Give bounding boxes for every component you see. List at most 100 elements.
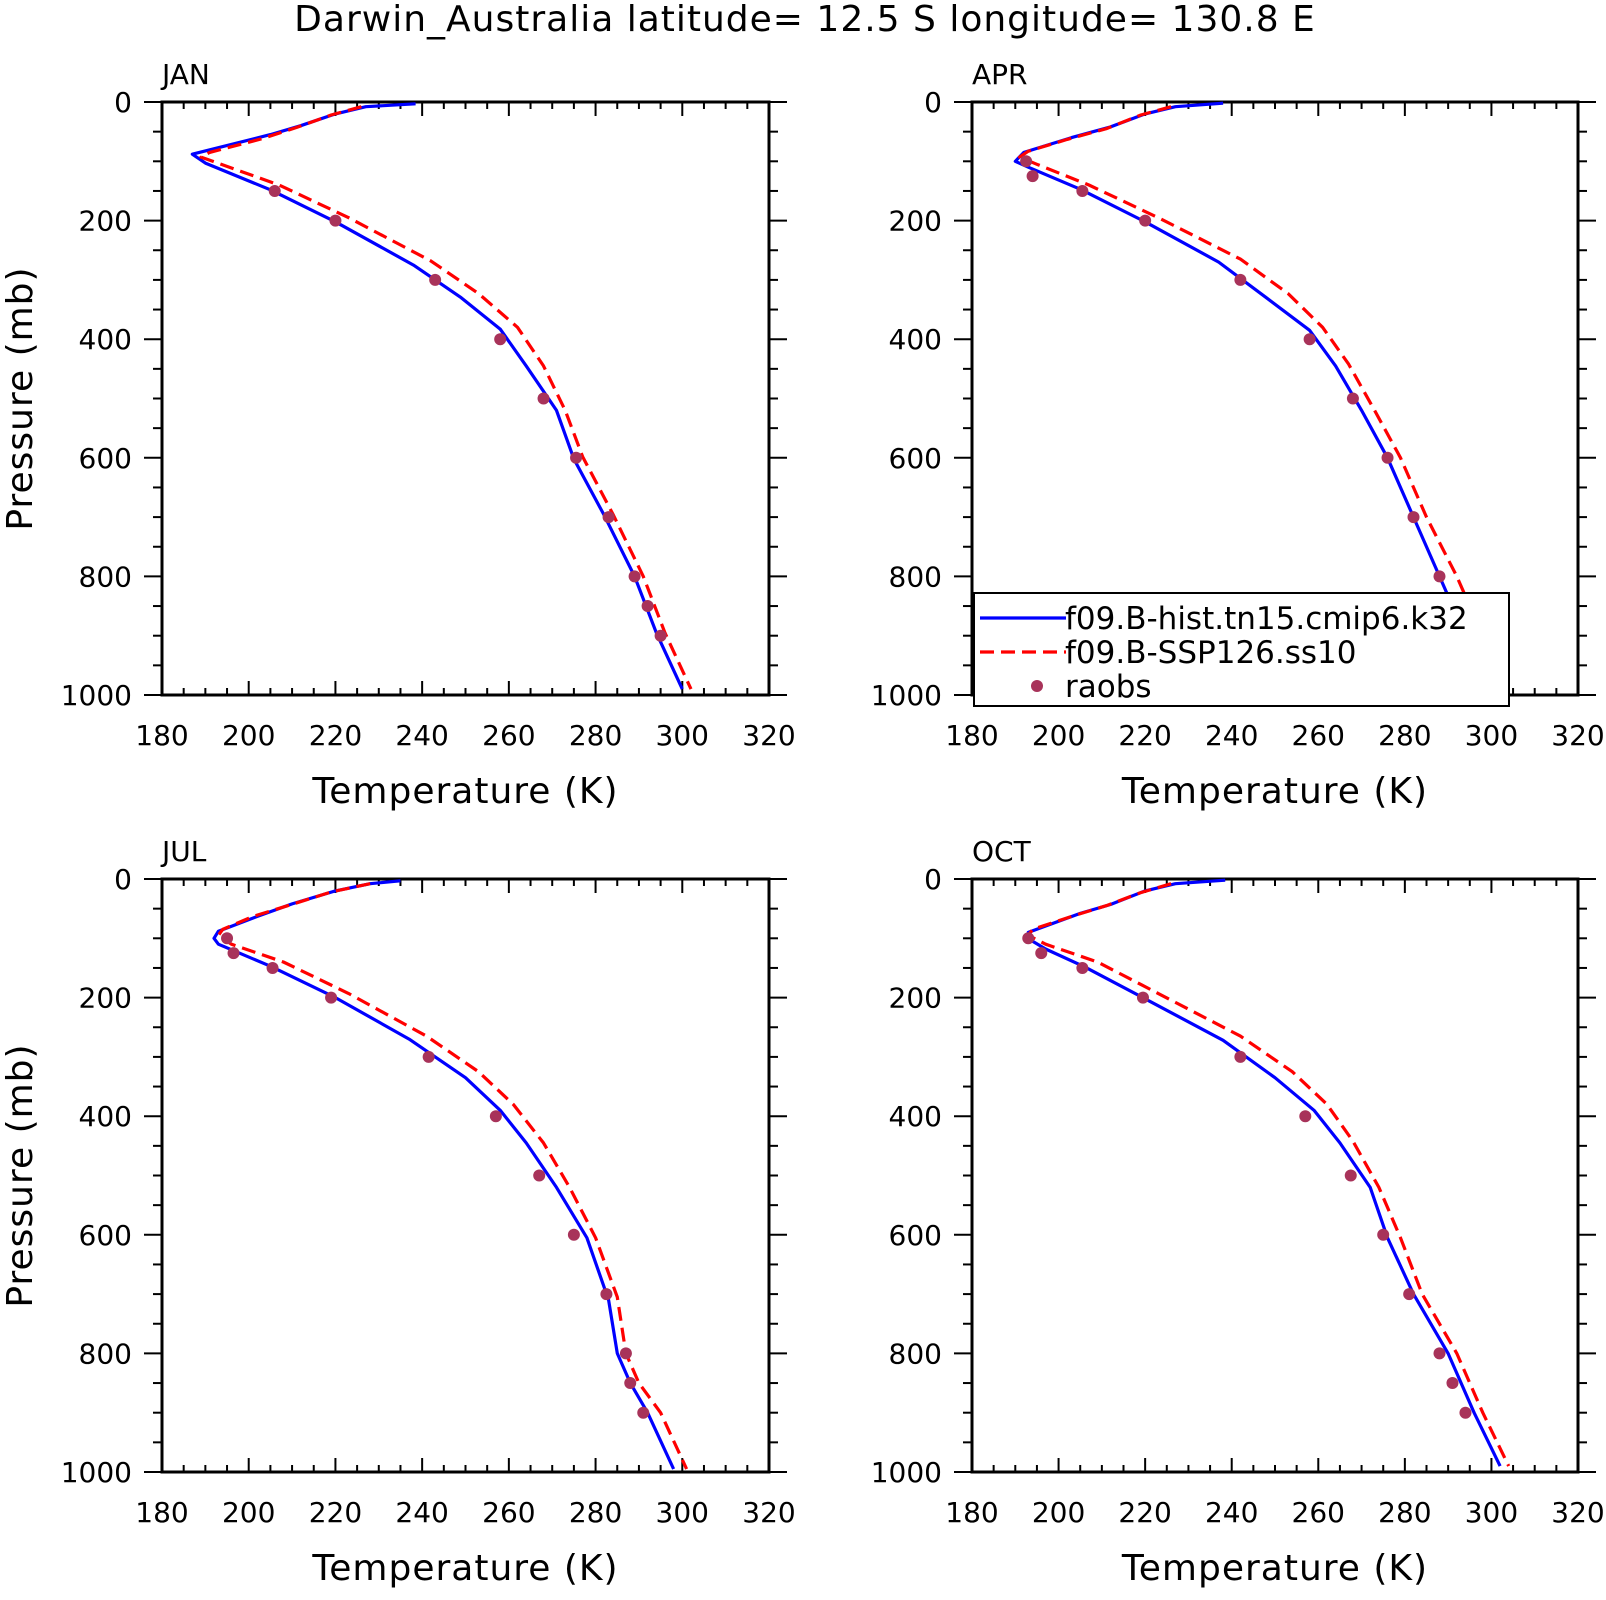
raobs-marker [429, 273, 442, 286]
raobs-marker [654, 629, 667, 642]
raobs-marker [1303, 333, 1316, 346]
x-tick-label: 280 [1378, 719, 1431, 752]
x-tick-label: 180 [135, 1496, 188, 1529]
x-tick-label: 200 [1032, 719, 1085, 752]
hist-line [190, 102, 684, 690]
x-tick-label: 260 [1292, 719, 1345, 752]
raobs-marker [641, 600, 654, 613]
y-tick-label: 0 [114, 86, 132, 119]
x-tick-label: 200 [222, 1496, 275, 1529]
y-tick-label: 1000 [61, 1456, 132, 1489]
y-tick-label: 200 [79, 982, 132, 1015]
y-tick-label: 800 [889, 560, 942, 593]
x-tick-label: 260 [482, 1496, 535, 1529]
raobs-marker [1234, 273, 1247, 286]
raobs-marker [1346, 392, 1359, 405]
y-tick-label: 400 [79, 1100, 132, 1133]
raobs-marker [1446, 1377, 1459, 1390]
panels: 180 200 220 240 260 280 300 320 0 200 400 600 800 100… [0, 58, 1605, 1589]
panel-oct: 180 200 220 240 260 280 300 320 0 200 400 600 800 100… [871, 835, 1605, 1589]
legend-box [973, 592, 1510, 707]
panel-jan: 180 200 220 240 260 280 300 320 0 200 400 600 800 100… [0, 58, 796, 812]
y-tick-label: 200 [889, 982, 942, 1015]
raobs-marker [567, 1228, 580, 1241]
y-tick-label: 400 [79, 323, 132, 356]
x-tick-label: 220 [1118, 719, 1171, 752]
x-tick-label: 240 [1205, 719, 1258, 752]
y-tick-label: 600 [79, 1219, 132, 1252]
raobs-marker [1026, 170, 1039, 183]
x-tick-label: 240 [1205, 1496, 1258, 1529]
legend-raobs-marker [1031, 680, 1043, 692]
x-axis-label: Temperature (K) [311, 1548, 618, 1589]
raobs-marker [1433, 1347, 1446, 1360]
ssp126-line [1018, 105, 1511, 693]
raobs-marker [619, 1347, 632, 1360]
ssp126-line [199, 105, 693, 690]
x-axis-label: Temperature (K) [1121, 771, 1428, 812]
raobs-marker [1020, 155, 1033, 168]
x-tick-label: 300 [1465, 719, 1518, 752]
ssp126-line [1026, 882, 1511, 1467]
x-tick-label: 320 [742, 719, 795, 752]
raobs-marker [1035, 947, 1048, 960]
raobs-marker [1377, 1228, 1390, 1241]
raobs-marker [422, 1050, 435, 1063]
x-tick-label: 320 [742, 1496, 795, 1529]
raobs-marker [1459, 1406, 1472, 1419]
y-axis-label: Pressure (mb) [0, 266, 41, 530]
raobs-marker [1344, 1169, 1357, 1182]
x-tick-label: 220 [309, 719, 362, 752]
x-tick-label: 180 [135, 719, 188, 752]
x-tick-label: 180 [945, 1496, 998, 1529]
x-tick-label: 200 [222, 719, 275, 752]
y-tick-label: 800 [889, 1337, 942, 1370]
raobs-marker [533, 1169, 546, 1182]
raobs-marker [628, 570, 641, 583]
x-tick-label: 300 [656, 1496, 709, 1529]
y-tick-label: 800 [79, 560, 132, 593]
raobs-marker [1299, 1110, 1312, 1123]
y-tick-label: 0 [924, 86, 942, 119]
raobs-marker [266, 961, 279, 974]
raobs-marker [489, 1110, 502, 1123]
raobs-marker [624, 1377, 637, 1390]
y-tick-label: 600 [889, 1219, 942, 1252]
raobs-marker [1136, 991, 1149, 1004]
x-tick-label: 300 [656, 719, 709, 752]
x-tick-label: 320 [1551, 1496, 1604, 1529]
panel-title: APR [972, 58, 1028, 91]
x-tick-label: 220 [309, 1496, 362, 1529]
x-tick-label: 180 [945, 719, 998, 752]
x-tick-label: 300 [1465, 1496, 1518, 1529]
raobs-marker [537, 392, 550, 405]
raobs-marker [602, 511, 615, 524]
raobs-marker [1139, 214, 1152, 227]
figure-title: Darwin_Australia latitude= 12.5 S longit… [294, 0, 1316, 40]
raobs-marker [600, 1288, 613, 1301]
plot-frame [160, 877, 771, 1474]
x-tick-label: 200 [1032, 1496, 1085, 1529]
raobs-marker [494, 333, 507, 346]
y-tick-label: 400 [889, 1100, 942, 1133]
raobs-marker [1433, 570, 1446, 583]
x-axis-label: Temperature (K) [311, 771, 618, 812]
y-tick-label: 800 [79, 1337, 132, 1370]
y-axis-label: Pressure (mb) [0, 1043, 41, 1307]
panel-title: JUL [160, 835, 207, 868]
y-tick-label: 0 [924, 863, 942, 896]
x-tick-label: 320 [1551, 719, 1604, 752]
panel-jul: 180 200 220 240 260 280 300 320 0 200 400 600 800 100… [0, 835, 796, 1589]
raobs-marker [268, 184, 281, 197]
raobs-marker [227, 947, 240, 960]
y-tick-label: 200 [889, 205, 942, 238]
hist-line [1026, 878, 1502, 1467]
x-tick-label: 240 [395, 1496, 448, 1529]
plot-frame [160, 100, 771, 697]
hist-line [212, 879, 676, 1470]
raobs-marker [1403, 1288, 1416, 1301]
x-tick-label: 280 [1378, 1496, 1431, 1529]
legend-label: f09.B-hist.tn15.cmip6.k32 [1065, 601, 1468, 637]
legend-label: f09.B-SSP126.ss10 [1065, 635, 1357, 671]
